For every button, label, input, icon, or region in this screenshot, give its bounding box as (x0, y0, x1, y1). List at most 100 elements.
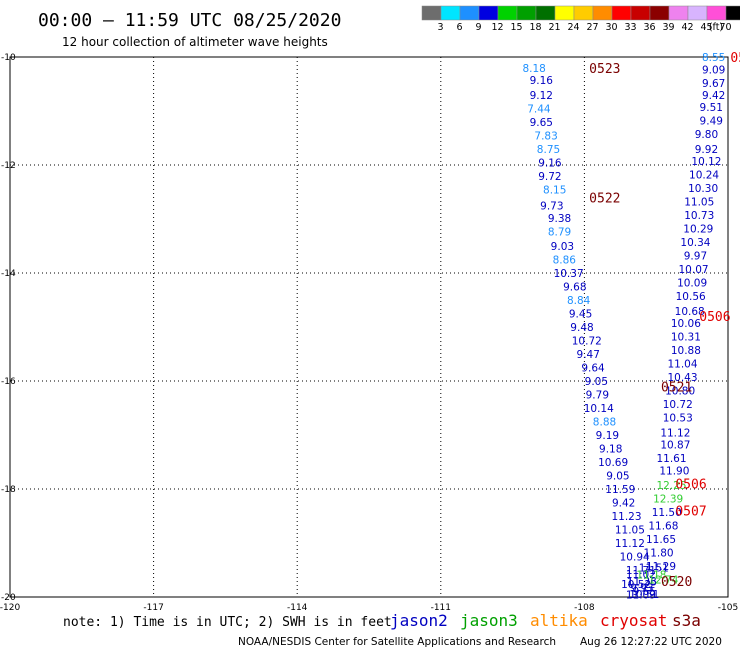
colorbar-tick-label: 39 (662, 22, 674, 33)
wave-height-value: 10.80 (665, 386, 695, 398)
wave-height-value: 11.05 (684, 197, 714, 209)
wave-height-value: 9.09 (702, 64, 725, 76)
wave-height-value: 10.73 (684, 210, 714, 222)
wave-height-value: 9.38 (548, 213, 571, 225)
lon-tick-label: -120 (0, 603, 20, 613)
wave-height-value: 9.05 (606, 471, 629, 483)
colorbar-tick-label: 45 (700, 22, 712, 33)
wave-height-value: 10.06 (671, 318, 701, 330)
wave-height-value: 10.34 (680, 237, 710, 249)
lat-tick-label: -20 (1, 593, 16, 603)
wave-height-value: 11.50 (652, 507, 682, 519)
colorbar-tick-label: 12 (491, 22, 503, 33)
orbit-number-label: 0522 (589, 191, 620, 206)
wave-height-value: 9.67 (702, 78, 725, 90)
colorbar-unit-label: (ft) (709, 22, 723, 33)
wave-height-value: 8.55 (702, 52, 725, 64)
wave-height-value: 9.05 (585, 376, 608, 388)
plot-area: -10 -12 -14 -16 -18 -20-120 -117 -114 -111 -108 -1… (0, 51, 740, 613)
wave-height-value: 10.09 (677, 278, 707, 290)
wave-height-value: 11.51 (639, 562, 669, 574)
colorbar-tick-label: 9 (475, 22, 481, 33)
wave-height-value: 10.07 (679, 264, 709, 276)
colorbar-swatch (421, 5, 442, 21)
wave-height-value: 10.37 (554, 268, 584, 280)
colorbar-tick-label: 33 (624, 22, 636, 33)
colorbar-swatch (535, 5, 556, 21)
wave-height-value: 12.39 (653, 494, 683, 506)
wave-height-value: 9.42 (702, 90, 725, 102)
wave-height-value: 9.64 (581, 363, 605, 375)
wave-height-value: 9.47 (577, 349, 600, 361)
wave-height-value: 11.04 (667, 359, 697, 371)
colorbar-swatch (706, 5, 727, 21)
wave-height-value: 11.26 (627, 576, 657, 588)
footer-note: note: 1) Time is in UTC; 2) SWH is in fe… (63, 615, 392, 630)
wave-height-value: 11.23 (611, 511, 641, 523)
wave-height-value: 9.16 (530, 75, 554, 87)
wave-height-value: 10.69 (598, 457, 628, 469)
wave-height-value: 10.72 (572, 336, 602, 348)
wave-height-value: 9.68 (563, 282, 586, 294)
lat-tick-label: -16 (1, 377, 16, 387)
colorbar-swatch (478, 5, 499, 21)
altimeter-track-a: 8.189.169.127.449.657.838.759.169.728.15… (522, 63, 659, 601)
colorbar-swatch (440, 5, 461, 21)
wave-height-value: 9.73 (540, 201, 563, 213)
orbit-number-label: 0520 (661, 575, 692, 590)
lat-tick-label: -14 (1, 269, 16, 279)
wave-height-value: 9.49 (700, 116, 723, 128)
wave-height-value: 10.29 (683, 224, 713, 236)
colorbar-swatch (725, 5, 740, 21)
lat-tick-label: -10 (1, 53, 16, 63)
colorbar-tick-label: 15 (510, 22, 522, 33)
wave-height-value: 9.80 (695, 129, 718, 141)
orbit-number-label: 05 (730, 51, 740, 66)
wave-height-value: 11.80 (644, 548, 674, 560)
orbit-number-label: 0521 (661, 380, 692, 395)
colorbar-swatch (668, 5, 689, 21)
wave-height-value: 11.68 (648, 521, 678, 533)
wave-height-value: 8.15 (543, 184, 566, 196)
wave-height-value: 7.83 (534, 130, 557, 142)
wave-height-value: 8.18 (522, 63, 545, 75)
satellite-legend-item: s3a (672, 611, 701, 630)
orbit-number-label: 0507 (675, 505, 706, 520)
wave-height-value: 10.87 (660, 440, 690, 452)
timestamp-text: Aug 26 12:27:22 UTC 2020 (580, 636, 722, 648)
wave-height-value: 10.53 (663, 413, 693, 425)
wave-height-value: 11.05 (615, 525, 645, 537)
wave-height-value: 9.72 (538, 171, 561, 183)
wave-height-value: 8.86 (553, 255, 577, 267)
wave-height-value: 11.61 (656, 453, 686, 465)
wave-height-value: 9.79 (586, 390, 609, 402)
wave-height-value: 9.19 (596, 430, 619, 442)
wave-height-value: 11.18 (636, 569, 666, 581)
wave-height-value: 10.88 (671, 345, 701, 357)
wave-height-value: 11.29 (646, 561, 676, 573)
colorbar-tick-label: 21 (548, 22, 560, 33)
wave-height-value: 11.12 (660, 427, 690, 439)
lon-tick-label: -111 (431, 603, 451, 613)
wave-height-value: 9.18 (599, 444, 622, 456)
wave-height-value: 9.45 (569, 309, 592, 321)
wave-height-value: 10.43 (667, 372, 697, 384)
colorbar-tick-label: 6 (456, 22, 462, 33)
colorbar-tick-label: 24 (567, 22, 579, 33)
colorbar-swatch (497, 5, 518, 21)
colorbar-tick-label: 36 (643, 22, 655, 33)
wave-height-value: 9.03 (551, 241, 574, 253)
colorbar-swatch (459, 5, 480, 21)
axis-labels: -10 -12 -14 -16 -18 -20-120 -117 -114 -111 -108 -1… (0, 53, 738, 613)
wave-height-value: 10.51 (629, 589, 659, 601)
wave-height-value: 11.65 (646, 534, 676, 546)
colorbar-swatch (630, 5, 651, 21)
wave-height-value: 11.90 (659, 466, 689, 478)
satellite-legend: jason2 jason3 altika cryosat s3a (390, 611, 701, 630)
satellite-legend-item: jason3 (460, 611, 518, 630)
lon-tick-label: -108 (574, 603, 595, 613)
wave-height-value: 8.84 (567, 295, 591, 307)
wave-height-value: 10.24 (689, 170, 719, 182)
colorbar-swatch (516, 5, 537, 21)
satellite-legend-item: jason2 (390, 611, 448, 630)
